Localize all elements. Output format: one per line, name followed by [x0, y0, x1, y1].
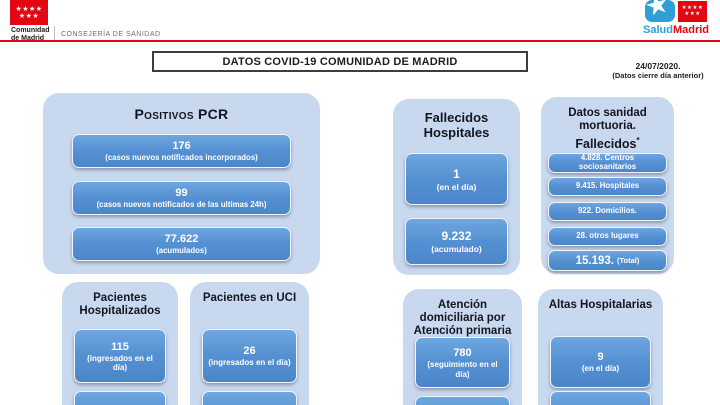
stat-box-partial [550, 391, 651, 405]
stat-label: (acumulado) [431, 244, 482, 254]
stat-label: (acumulados) [156, 246, 207, 255]
saludmadrid-wordmark: SaludMadrid [642, 24, 709, 36]
stat-label: 28. otros lugares [576, 231, 639, 241]
panel-pacientes-hospitalizados: Pacientes Hospitalizados 115 (ingresados… [62, 282, 178, 405]
org-name-line1: Comunidad [11, 27, 50, 34]
saludmadrid-logo: ★ ★★★★ ★★★ SaludMadrid [640, 0, 712, 36]
report-date: 24/07/2020. (Datos cierre día anterior) [597, 61, 719, 80]
panel-sanidad-mortuoria: Datos sanidad mortuoria. Fallecidos* 4.8… [541, 97, 674, 274]
footnote-asterisk: * [636, 135, 640, 145]
stat-label: 9.415. Hospitales [575, 181, 640, 191]
stat-box-partial [202, 391, 297, 405]
stat-label: (en el día) [436, 181, 477, 192]
stat-label: 4.828. Centros sociosanitarios [578, 153, 637, 171]
panel-title: Fallecidos Hospitales [423, 110, 490, 140]
flag-stars-icon: ★★★★ [15, 5, 43, 13]
panel-title: Atención domiciliaria por Atención prima… [413, 299, 512, 337]
madrid-flag-icon: ★★★★ ★★★ [678, 1, 707, 22]
header-divider-line [0, 40, 720, 42]
stat-label: (seguimiento en el día) [427, 360, 498, 379]
stat-value: 176 [172, 140, 191, 152]
report-date-value: 24/07/2020. [635, 61, 681, 71]
report-date-note: (Datos cierre día anterior) [612, 71, 704, 80]
stat-label: (Total) [617, 256, 640, 265]
panel-subtitle: Fallecidos* [575, 135, 640, 152]
panel-pacientes-uci: Pacientes en UCI 26 (ingresados en el dí… [190, 282, 309, 405]
panel-atencion-domiciliaria: Atención domiciliaria por Atención prima… [403, 289, 522, 405]
stat-label: (casos nuevos notificados de las ultimas… [96, 200, 267, 209]
panel-title: Pacientes Hospitalizados [79, 292, 161, 317]
panel-title: Positivos PCR [134, 106, 229, 122]
header-divider [54, 26, 55, 40]
stat-label: (ingresados en el día) [87, 353, 153, 373]
saludmadrid-star-icon: ★ [645, 0, 675, 22]
stat-box-nuevos-24h: 99 (casos nuevos notificados de las ulti… [72, 181, 291, 215]
stat-value: 780 [453, 347, 472, 359]
stat-box-domicilios: 922. Domicilios. [548, 202, 667, 221]
stat-label: (ingresados en el día) [208, 358, 291, 368]
stat-box-acumulados: 77.622 (acumulados) [72, 227, 291, 261]
stat-box-fallecidos-dia: 1 (en el día) [405, 153, 508, 205]
stat-value: 115 [111, 340, 129, 353]
stat-label: 922. Domicilios. [578, 206, 637, 216]
flag-stars-icon: ★★★ [684, 10, 701, 17]
stat-box-hospitalizados-dia: 115 (ingresados en el día) [74, 329, 166, 383]
panel-title: Datos sanidad mortuoria. [568, 107, 647, 132]
panel-fallecidos-hospitales: Fallecidos Hospitales 1 (en el día) 9.23… [393, 99, 520, 275]
page-title: DATOS COVID-19 COMUNIDAD DE MADRID [152, 51, 528, 72]
stat-box-fallecidos-acumulado: 9.232 (acumulado) [405, 218, 508, 265]
org-name-line2: de Madrid [11, 34, 45, 42]
stat-value: 9.232 [441, 229, 472, 243]
org-name: Comunidad de Madrid [11, 27, 50, 42]
stat-label: (casos nuevos notificados incorporados) [105, 153, 258, 162]
stat-box-nuevos-incorporados: 176 (casos nuevos notificados incorporad… [72, 134, 291, 168]
stat-box-seguimiento-dia: 780 (seguimiento en el día) [415, 337, 510, 388]
stat-value: 99 [175, 187, 188, 199]
stat-label: (en el día) [581, 364, 620, 374]
comunidad-madrid-flag-icon: ★★★★ ★★★ [10, 0, 48, 25]
panel-title: Pacientes en UCI [202, 292, 297, 304]
panel-altas-hospitalarias: Altas Hospitalarias 9 (en el día) [538, 289, 663, 405]
stat-value: 26 [243, 345, 256, 358]
stat-value: 9 [597, 351, 604, 364]
stat-box-partial [74, 391, 166, 405]
stat-box-altas-dia: 9 (en el día) [550, 336, 651, 388]
panel-title: Altas Hospitalarias [548, 299, 653, 311]
panel-positivos-pcr: Positivos PCR 176 (casos nuevos notifica… [43, 93, 320, 274]
flag-stars-icon: ★★★★ [681, 5, 704, 11]
stat-box-otros-lugares: 28. otros lugares [548, 227, 667, 246]
stat-value: 77.622 [164, 233, 199, 245]
stat-box-total-fallecidos: 15.193. (Total) [548, 250, 667, 271]
stat-box-uci-dia: 26 (ingresados en el día) [202, 329, 297, 383]
stat-value: 1 [453, 166, 460, 181]
flag-stars-icon: ★★★ [18, 12, 40, 20]
stat-box-partial [415, 396, 510, 405]
stat-box-hospitales: 9.415. Hospitales [548, 177, 667, 196]
stat-box-centros-sociosanitarios: 4.828. Centros sociosanitarios [548, 153, 667, 173]
stat-value: 15.193. [575, 254, 614, 267]
department-label: CONSEJERÍA DE SANIDAD [61, 31, 161, 38]
